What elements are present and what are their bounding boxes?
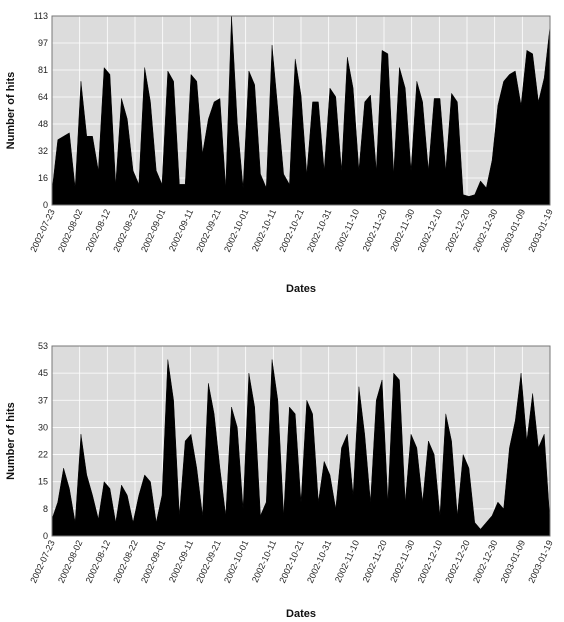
x-tick-label: 2002-11-20 — [361, 208, 389, 253]
x-tick-label: 2002-09-11 — [167, 539, 195, 584]
y-tick-label: 48 — [38, 119, 48, 129]
x-tick-label: 2002-08-22 — [111, 208, 140, 254]
x-tick-label: 2002-10-21 — [277, 208, 306, 254]
x-tick-label: 2002-08-02 — [56, 208, 85, 254]
x-tick-label: 2002-08-12 — [84, 539, 113, 585]
series-area-0 — [51, 359, 551, 537]
x-tick-label: 2002-08-12 — [84, 208, 113, 254]
x-axis-title: Dates — [286, 608, 316, 620]
series-area-0 — [51, 15, 551, 206]
y-tick-label: 0 — [43, 200, 48, 210]
x-tick-label: 2002-12-30 — [471, 208, 500, 254]
x-tick-label: 2002-10-31 — [305, 539, 334, 585]
x-tick-label: 2002-11-30 — [388, 539, 416, 584]
x-tick-label: 2002-07-23 — [28, 208, 57, 254]
y-tick-label: 45 — [38, 368, 48, 378]
x-tick-label: 2002-10-31 — [305, 208, 334, 254]
x-tick-label: 2002-12-30 — [471, 539, 500, 585]
x-tick-label: 2002-07-23 — [28, 539, 57, 585]
x-tick-label: 2002-09-11 — [167, 208, 195, 253]
x-tick-label: 2002-10-01 — [222, 539, 251, 585]
x-tick-label: 2003-01-09 — [499, 208, 528, 254]
y-tick-label: 0 — [43, 531, 48, 541]
hits-chart-bottom: 0 8 15 22 30 37 45 53 2002-07-23 2002-08-02 2002-0… — [0, 330, 564, 622]
y-tick-label: 16 — [38, 173, 48, 183]
x-tick-label: 2003-01-19 — [526, 539, 555, 585]
x-tick-label: 2002-11-30 — [388, 208, 416, 253]
x-tick-label: 2003-01-09 — [499, 539, 528, 585]
y-tick-label: 8 — [43, 504, 48, 514]
y-tick-label: 15 — [38, 477, 48, 487]
y-tick-label: 37 — [38, 395, 48, 405]
y-tick-label: 81 — [38, 65, 48, 75]
x-tick-label: 2002-09-01 — [139, 208, 168, 254]
x-axis-title: Dates — [286, 283, 316, 295]
y-tick-label: 97 — [38, 38, 48, 48]
x-tick-label: 2002-12-10 — [416, 208, 445, 254]
x-tick-label: 2002-11-10 — [333, 539, 361, 584]
x-tick-label: 2002-09-01 — [139, 539, 168, 585]
x-tick-label: 2002-09-21 — [194, 539, 223, 585]
x-tick-label: 2002-10-11 — [250, 208, 278, 253]
y-tick-label: 64 — [38, 92, 48, 102]
plot-border — [51, 15, 551, 206]
x-tick-label: 2002-10-01 — [222, 208, 251, 254]
y-tick-label: 32 — [38, 146, 48, 156]
x-tick-label: 2002-12-20 — [443, 539, 472, 585]
y-tick-label: 30 — [38, 422, 48, 432]
x-tick-label: 2002-10-21 — [277, 539, 306, 585]
hits-chart-top: 0 16 32 48 64 81 97 113 2002-07-23 2002-08-02 2002… — [0, 0, 564, 300]
x-tick-label: 2002-11-20 — [361, 539, 389, 584]
x-tick-label: 2002-10-11 — [250, 539, 278, 584]
y-axis-title: Number of hits — [5, 402, 17, 480]
x-tick-label: 2002-12-20 — [443, 208, 472, 254]
y-tick-label: 53 — [38, 341, 48, 351]
y-axis-title: Number of hits — [5, 72, 17, 150]
x-tick-label: 2002-08-22 — [111, 539, 140, 585]
x-tick-label: 2003-01-19 — [526, 208, 555, 254]
y-tick-label: 22 — [38, 450, 48, 460]
x-tick-label: 2002-09-21 — [194, 208, 223, 254]
x-tick-label: 2002-11-10 — [333, 208, 361, 253]
plot-border — [51, 345, 551, 537]
x-tick-label: 2002-08-02 — [56, 539, 85, 585]
x-tick-label: 2002-12-10 — [416, 539, 445, 585]
y-tick-label: 113 — [34, 11, 48, 21]
